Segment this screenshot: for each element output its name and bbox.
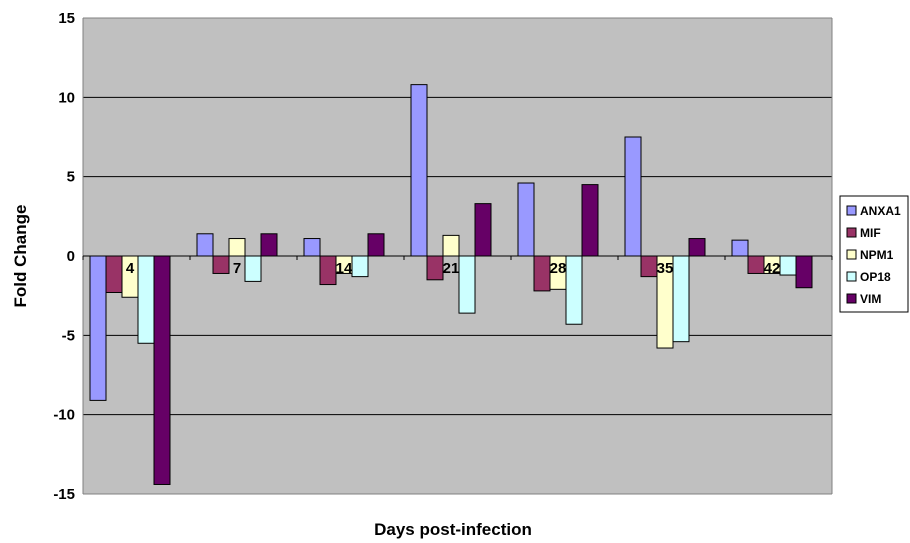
bar-mif-4 xyxy=(105,255,123,293)
legend-swatch xyxy=(846,293,857,304)
legend-label: NPM1 xyxy=(860,248,894,262)
x-category-label: 21 xyxy=(443,260,460,277)
x-category-label: 35 xyxy=(657,260,674,277)
x-category-label: 7 xyxy=(233,260,241,277)
y-tick-label: 10 xyxy=(58,89,75,106)
bar-mif-7 xyxy=(212,255,230,274)
x-category-label: 4 xyxy=(126,260,135,277)
legend-swatch xyxy=(846,205,857,216)
bar-npm1-21 xyxy=(442,234,460,257)
bar-mif-42 xyxy=(747,255,765,274)
legend-label: OP18 xyxy=(860,270,891,284)
bar-op18-28 xyxy=(565,255,583,325)
bar-vim-42 xyxy=(795,255,813,289)
x-category-label: 14 xyxy=(336,260,353,277)
bar-anxa1-42 xyxy=(731,239,749,257)
legend-swatch xyxy=(846,271,857,282)
bar-vim-35 xyxy=(688,238,706,257)
bar-mif-14 xyxy=(319,255,337,286)
y-axis-title: Fold Change xyxy=(11,205,30,308)
bar-op18-21 xyxy=(458,255,476,314)
legend: ANXA1 MIF NPM1 OP18 VIM xyxy=(839,195,909,313)
bar-op18-4 xyxy=(137,255,155,344)
bar-mif-21 xyxy=(426,255,444,281)
legend-label: ANXA1 xyxy=(860,204,901,218)
bar-op18-14 xyxy=(351,255,369,278)
bar-npm1-7 xyxy=(228,238,246,257)
legend-swatch xyxy=(846,249,857,260)
bar-op18-35 xyxy=(672,255,690,343)
bar-anxa1-14 xyxy=(303,238,321,257)
bar-mif-35 xyxy=(640,255,658,278)
bar-op18-7 xyxy=(244,255,262,282)
y-tick-label: 0 xyxy=(67,248,75,265)
y-tick-label: 15 xyxy=(58,10,75,27)
x-category-label: 42 xyxy=(764,260,781,277)
x-axis-title: Days post-infection xyxy=(374,520,532,539)
bar-anxa1-21 xyxy=(410,84,428,257)
y-tick-label: -5 xyxy=(62,327,75,344)
x-category-label: 28 xyxy=(550,260,567,277)
bar-op18-42 xyxy=(779,255,797,276)
bar-vim-14 xyxy=(367,233,385,257)
bar-vim-7 xyxy=(260,233,278,257)
y-tick-labels: -15 -10 -5 0 5 10 15 xyxy=(53,10,75,503)
bar-anxa1-35 xyxy=(624,136,642,257)
y-tick-label: 5 xyxy=(67,169,75,186)
legend-swatch xyxy=(846,227,857,238)
bar-vim-21 xyxy=(474,203,492,257)
bar-mif-28 xyxy=(533,255,551,292)
y-tick-label: -15 xyxy=(53,486,75,503)
bar-anxa1-28 xyxy=(517,182,535,257)
bar-anxa1-4 xyxy=(89,255,107,401)
category-labels: 4 7 14 21 28 35 42 xyxy=(126,260,781,277)
bar-vim-28 xyxy=(581,184,599,257)
legend-label: MIF xyxy=(860,226,881,240)
y-tick-label: -10 xyxy=(53,407,75,424)
bar-anxa1-7 xyxy=(196,233,214,257)
legend-label: VIM xyxy=(860,292,881,306)
zero-axis xyxy=(82,255,833,260)
bar-vim-4 xyxy=(153,255,171,485)
